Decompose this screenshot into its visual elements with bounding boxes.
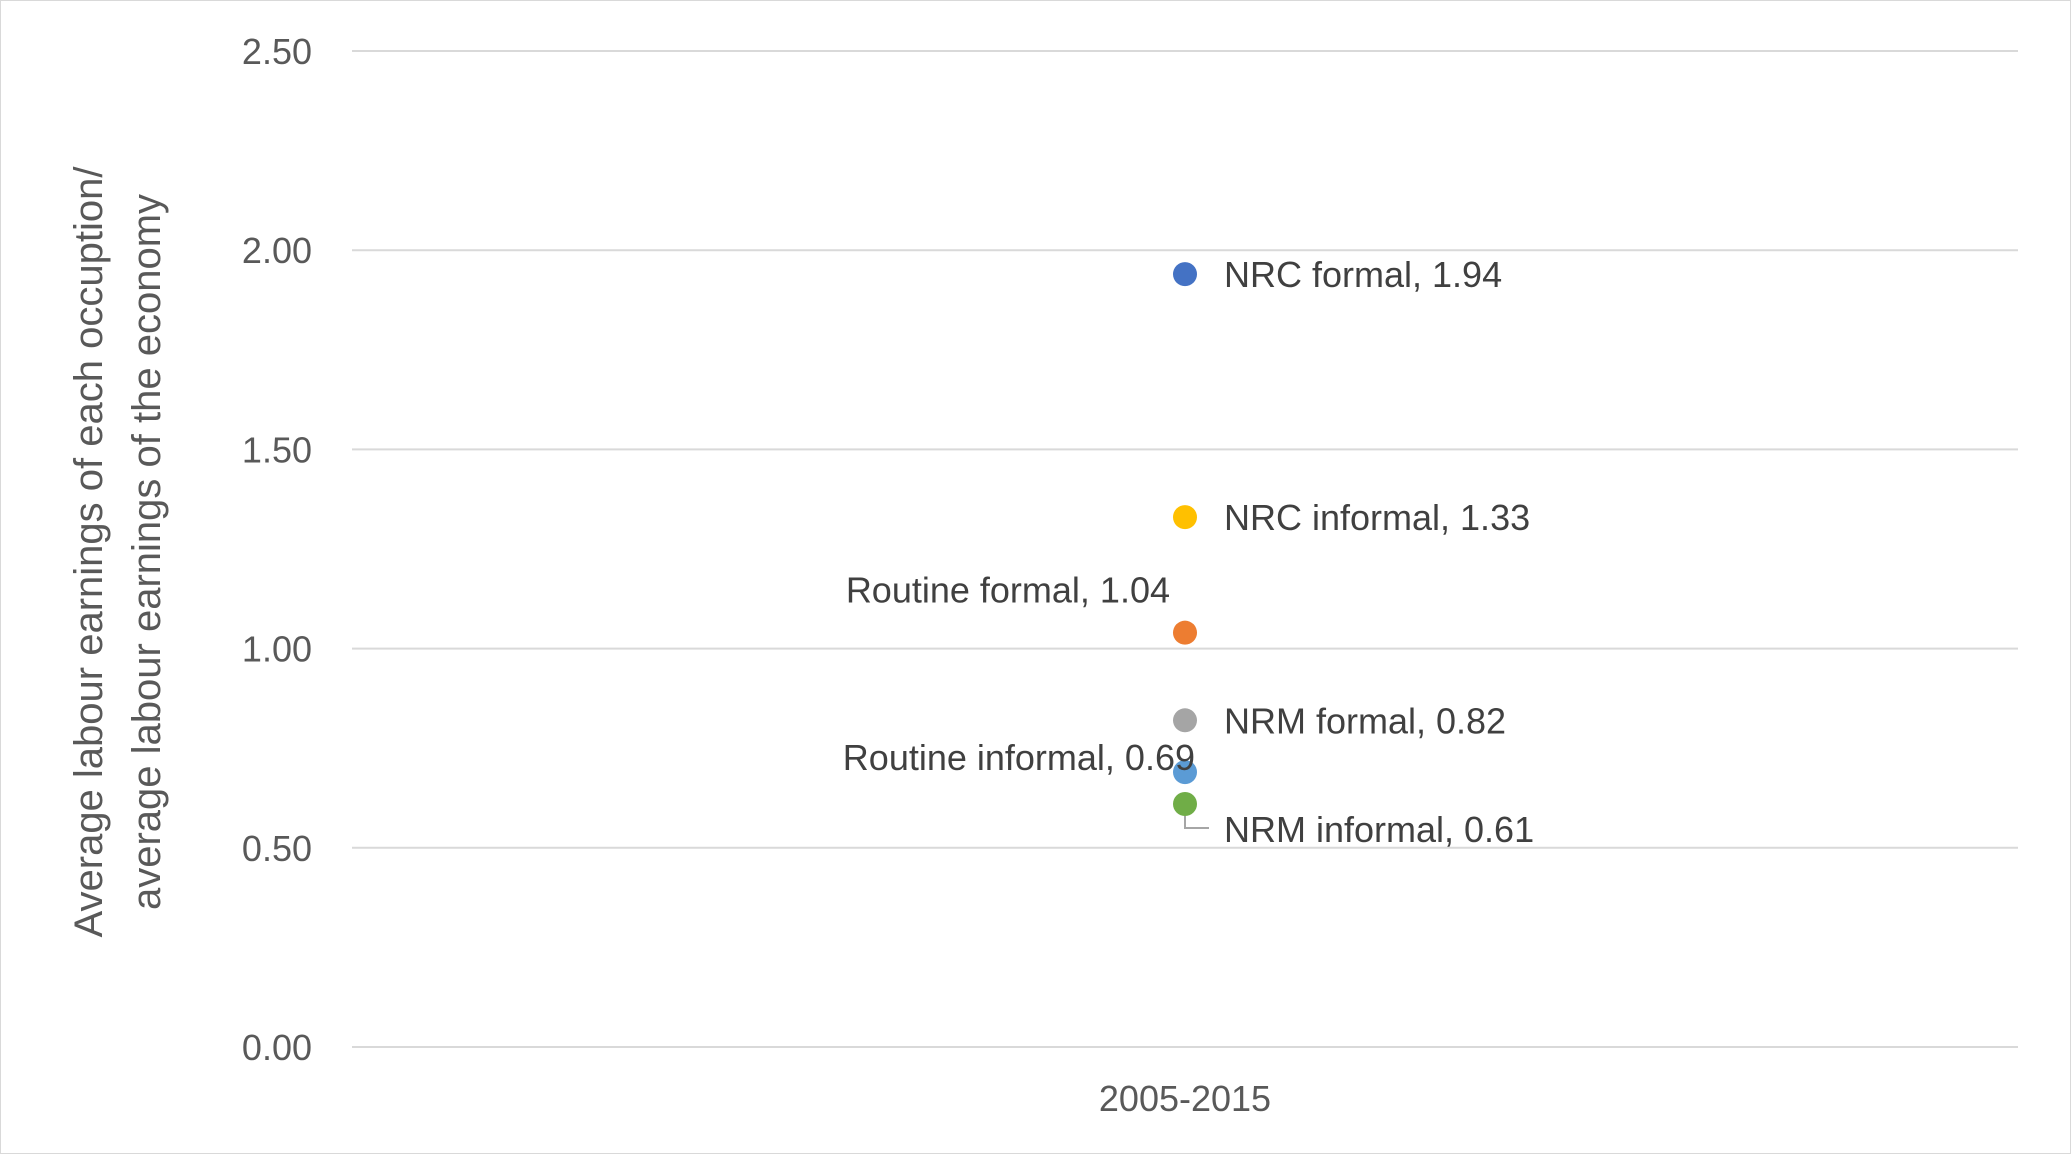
- data-label: NRC informal, 1.33: [1224, 497, 1530, 538]
- leader-line: [1184, 815, 1209, 829]
- data-label: NRC formal, 1.94: [1224, 254, 1502, 295]
- y-axis-title-line-1: Average labour earnings of each occuptio…: [67, 166, 111, 938]
- data-label: Routine informal, 0.69: [843, 737, 1195, 778]
- y-tick-labels: 0.00 0.50 1.00 1.50 2.00 2.50: [242, 31, 312, 1068]
- y-tick-label: 1.00: [242, 629, 312, 670]
- data-label: Routine formal, 1.04: [846, 570, 1170, 611]
- data-point: [1173, 791, 1197, 816]
- y-tick-label: 0.50: [242, 828, 312, 869]
- data-labels: NRC formal, 1.94 NRC informal, 1.33 Routin…: [843, 254, 1534, 850]
- y-axis-title-line-2: average labour earnings of the economy: [125, 194, 169, 910]
- gridlines: [352, 50, 2018, 1048]
- data-point: [1173, 760, 1197, 785]
- data-label: NRM informal, 0.61: [1224, 809, 1534, 850]
- data-points: [1173, 262, 1197, 816]
- y-tick-label: 2.50: [242, 31, 312, 72]
- data-label: NRM formal, 0.82: [1224, 700, 1506, 741]
- data-point: [1173, 262, 1197, 287]
- y-tick-label: 2.00: [242, 230, 312, 271]
- data-point: [1173, 505, 1197, 530]
- x-category-labels: 2005-2015: [1099, 1078, 1271, 1119]
- y-tick-label: 1.50: [242, 429, 312, 470]
- x-category-label: 2005-2015: [1099, 1078, 1271, 1119]
- y-tick-label: 0.00: [242, 1027, 312, 1068]
- leader-lines: [1184, 815, 1209, 829]
- data-point: [1173, 620, 1197, 645]
- data-point: [1173, 708, 1197, 733]
